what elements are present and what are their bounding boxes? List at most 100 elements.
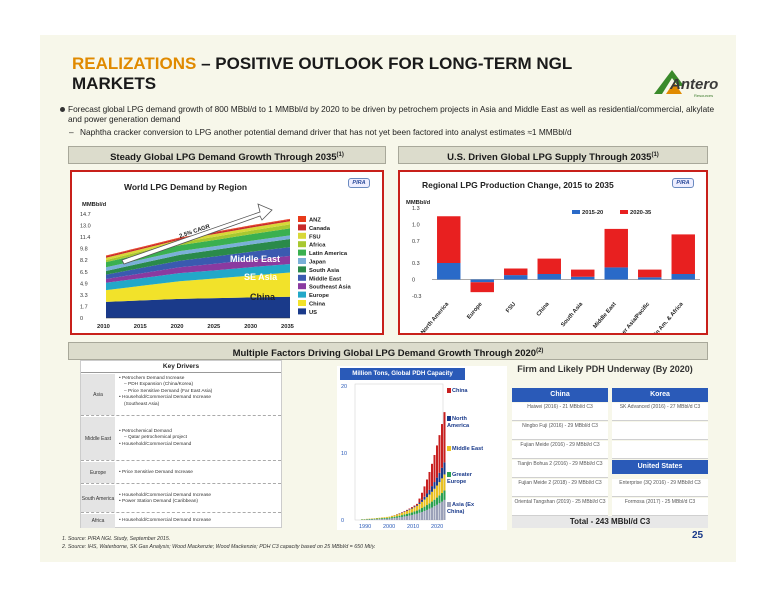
korea-plant-cell: SK Advanced (2016) - 27 MBbl/d C3 bbox=[612, 403, 708, 421]
header-left-sup: (1) bbox=[336, 152, 344, 158]
pdh-bar-north-america bbox=[431, 486, 433, 492]
bar-2020-35 bbox=[604, 228, 628, 268]
pdh-bar-china bbox=[431, 463, 433, 487]
pdh-bar-north-america bbox=[428, 489, 431, 495]
x-tick-label: Europe bbox=[466, 301, 484, 321]
pdh-bar-middle-east bbox=[436, 485, 438, 498]
pdh-bar-china bbox=[441, 424, 443, 468]
pdh-bar-asia-ex-china- bbox=[401, 516, 403, 520]
production-chart-title: Regional LPG Production Change, 2015 to … bbox=[422, 180, 614, 190]
legend-swatch bbox=[447, 472, 451, 477]
pdh-bar-middle-east bbox=[376, 517, 378, 519]
key-drivers-table: Key Drivers Asia • Petrochem Demand Incr… bbox=[80, 360, 282, 528]
pdh-bar-asia-ex-china- bbox=[436, 504, 438, 520]
area-series-china bbox=[106, 272, 290, 302]
pdh-bar-greater-europe bbox=[431, 501, 433, 508]
header-middle-text: Multiple Factors Driving Global LPG Dema… bbox=[232, 348, 537, 360]
production-chart-frame: Regional LPG Production Change, 2015 to … bbox=[398, 170, 708, 335]
pdh-bar-china bbox=[426, 479, 428, 494]
y-tick-label: 9.8 bbox=[80, 247, 88, 253]
main-bullet: Forecast global LPG demand growth of 800… bbox=[60, 104, 728, 124]
empty-cell bbox=[612, 441, 708, 459]
legend-swatch bbox=[298, 283, 306, 290]
pdh-bar-asia-ex-china- bbox=[376, 519, 378, 520]
legend-label: Africa bbox=[309, 243, 326, 249]
key-driver-item: • Petrochem Demand Increase bbox=[119, 376, 185, 381]
area-series-africa bbox=[106, 224, 290, 263]
y-tick-label: 0.7 bbox=[412, 239, 420, 245]
key-driver-item: (Southeast Asia) bbox=[124, 401, 160, 407]
key-driver-row: Asia • Petrochem Demand Increase – PDH E… bbox=[81, 374, 281, 416]
pdh-bar-greater-europe bbox=[396, 516, 398, 518]
x-tick-label: South Asia bbox=[560, 301, 584, 328]
legend-label: Latin America bbox=[309, 251, 348, 257]
key-driver-region: Middle East bbox=[81, 417, 115, 460]
key-driver-item: – Qatar petrochemical project bbox=[124, 435, 187, 441]
pdh-bar-greater-europe bbox=[413, 511, 416, 515]
key-drivers-title: Key Drivers bbox=[81, 361, 281, 373]
key-driver-items: • Household/Commercial Demand Increase bbox=[119, 518, 279, 524]
us-plant-cell: Enterprise (3Q 2016) - 29 MBbl/d C3 bbox=[612, 479, 708, 497]
y-axis-label: MMBbl/d bbox=[82, 202, 107, 208]
bar-2020-35 bbox=[504, 268, 528, 276]
pdh-bar-middle-east bbox=[386, 516, 388, 518]
bar-2015-20 bbox=[571, 276, 595, 280]
page-number: 25 bbox=[692, 530, 704, 541]
key-driver-item: • Petrochemical Demand bbox=[119, 429, 172, 434]
pdh-bar-north-america bbox=[418, 502, 421, 504]
pdh-bar-middle-east bbox=[411, 508, 413, 513]
pdh-x-tick-label: 2010 bbox=[407, 524, 419, 530]
pdh-table-title: Firm and Likely PDH Underway (By 2020) bbox=[517, 364, 693, 374]
legend-swatch bbox=[447, 502, 451, 507]
header-left-text: Steady Global LPG Demand Growth Through … bbox=[110, 152, 337, 164]
pdh-bar-china bbox=[406, 509, 408, 511]
inline-region-label: China bbox=[250, 292, 276, 302]
pdh-bar-north-america bbox=[436, 477, 438, 486]
pira-badge-left: PIRA bbox=[348, 178, 370, 188]
pdh-legend-item: Greater Europe bbox=[447, 472, 487, 485]
bar-2015-20 bbox=[437, 263, 461, 280]
pdh-bar-middle-east bbox=[421, 501, 423, 509]
pdh-bar-greater-europe bbox=[398, 515, 401, 518]
pdh-capacity-chart: Million Tons, Global PDH Capacity 201000… bbox=[337, 366, 507, 530]
pdh-legend-item: Asia (Ex China) bbox=[447, 502, 491, 515]
pdh-bar-middle-east bbox=[418, 503, 421, 510]
pdh-bar-north-america bbox=[416, 505, 418, 506]
pdh-chart-title: Million Tons, Global PDH Capacity bbox=[340, 368, 465, 380]
pdh-x-tick-label: 2020 bbox=[431, 524, 443, 530]
sub-bullet-text: Naphtha cracker conversion to LPG anothe… bbox=[80, 127, 572, 137]
pdh-bar-asia-ex-china- bbox=[391, 518, 393, 520]
pdh-bar-asia-ex-china- bbox=[406, 515, 408, 520]
x-tick-label: 2030 bbox=[244, 324, 257, 330]
pdh-bar-china bbox=[443, 412, 446, 463]
bar-2015-20 bbox=[470, 279, 494, 283]
pdh-bar-asia-ex-china- bbox=[413, 514, 416, 520]
pdh-bar-greater-europe bbox=[381, 518, 383, 519]
legend-swatch bbox=[447, 416, 451, 421]
pdh-bar-middle-east bbox=[396, 514, 398, 517]
empty-cell bbox=[612, 422, 708, 440]
pdh-bar-asia-ex-china- bbox=[423, 510, 426, 520]
pdh-bar-china bbox=[418, 498, 421, 503]
legend-swatch bbox=[620, 210, 628, 214]
pdh-bar-china bbox=[436, 445, 438, 478]
bar-2015-20 bbox=[638, 277, 662, 280]
demand-chart-svg: MMBbl/d 14.7 13.0 11.4 9.8 8.2 6.5 4.9 3.3 1.7 0 20… bbox=[80, 202, 351, 330]
y-tick-label: 4.9 bbox=[80, 281, 88, 287]
pdh-bar-greater-europe bbox=[393, 516, 396, 518]
key-driver-row: South America • Household/Commercial Dem… bbox=[81, 485, 281, 513]
bar-2015-20 bbox=[504, 275, 528, 280]
x-tick-label: China bbox=[536, 301, 551, 318]
pdh-bar-greater-europe bbox=[391, 517, 393, 519]
legend-label: FSU bbox=[309, 234, 321, 240]
legend-label: Greater Europe bbox=[447, 472, 472, 485]
header-right-text: U.S. Driven Global LPG Supply Through 20… bbox=[447, 152, 652, 164]
china-header: China bbox=[512, 388, 608, 402]
pdh-bar-greater-europe bbox=[388, 517, 391, 519]
pdh-bar-north-america bbox=[426, 493, 428, 498]
header-middle-sup: (2) bbox=[536, 348, 544, 354]
pdh-bar-greater-europe bbox=[418, 509, 421, 513]
pdh-bar-china bbox=[403, 511, 406, 512]
y-tick-label: 14.7 bbox=[80, 212, 91, 218]
area-series-south-asia bbox=[106, 239, 290, 275]
